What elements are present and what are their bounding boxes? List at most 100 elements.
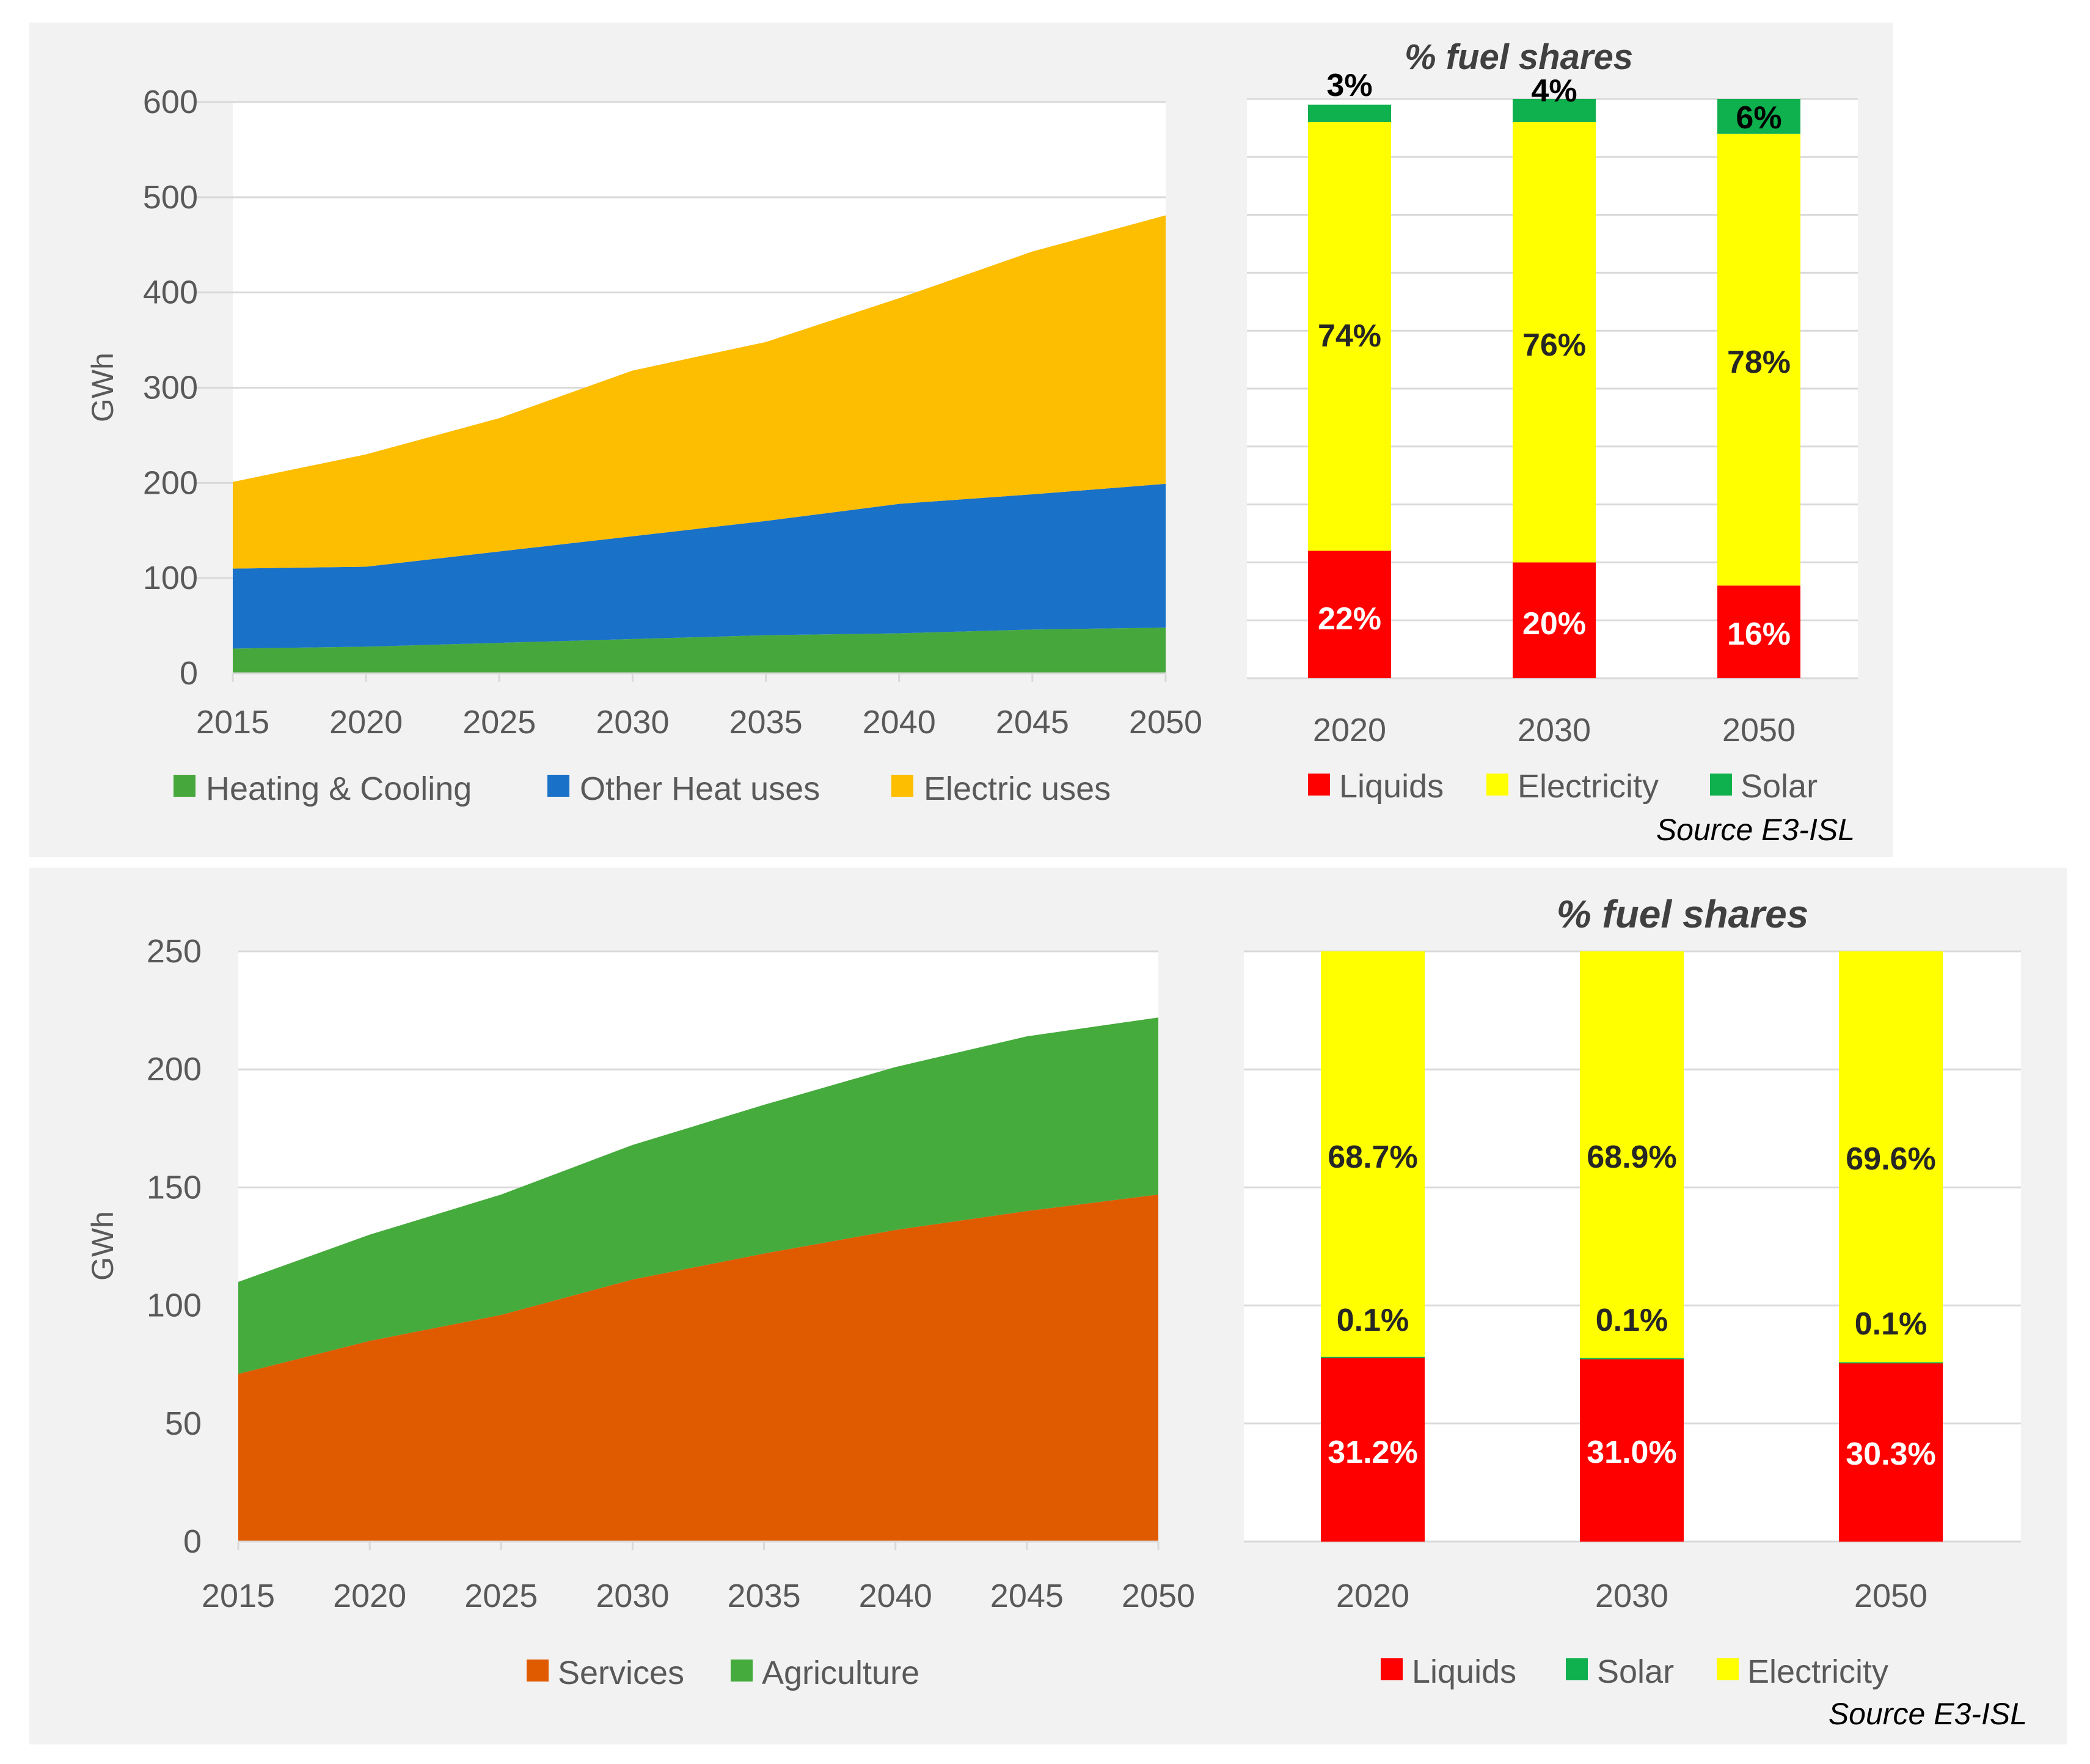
x-tick-label: 2015 [196, 704, 269, 741]
bar-segment-solar-2050 [1839, 1362, 1943, 1364]
x-tick-label: 2025 [462, 704, 536, 741]
data-label-solar-2030: 0.1% [1596, 1303, 1668, 1338]
top-bar-title: % fuel shares [1405, 37, 1633, 77]
legend-label-electricity: Electricity [1747, 1653, 1888, 1690]
bar-segment-electricity-2050 [1839, 951, 1943, 1363]
y-tick-label: 150 [147, 1169, 202, 1206]
bottom-bar-series [1321, 951, 1943, 1542]
legend-swatch-electricity [1717, 1658, 1739, 1680]
legend-item-electric-uses: Electric uses [891, 770, 1111, 807]
y-tick-label: 600 [143, 84, 198, 120]
top-bar-x-ticks: 2020 2030 2050 [1313, 712, 1796, 748]
data-label-liquids-2030: 31.0% [1587, 1435, 1676, 1470]
legend-label-other-heat: Other Heat uses [580, 770, 820, 807]
legend-label-electricity: Electricity [1518, 768, 1659, 805]
legend-swatch-agriculture [731, 1660, 753, 1682]
y-tick-label: 100 [147, 1287, 202, 1324]
x-tick-label: 2035 [728, 1578, 801, 1614]
bar-segment-liquids-2030 [1513, 562, 1596, 678]
data-label-electricity-2050: 78% [1727, 345, 1791, 380]
data-label-solar-2020: 3% [1326, 68, 1372, 103]
top-bar-chart: 22% 74% 3% 20% 76% 4% 16% 78% 6% 2020 2030 2050 % … [1247, 37, 1858, 847]
bottom-bar-legend: Liquids Solar Electricity [1381, 1653, 1888, 1690]
data-label-liquids-2020: 31.2% [1328, 1435, 1417, 1470]
data-label-solar-2020: 0.1% [1337, 1303, 1409, 1338]
legend-swatch-electric-uses [891, 775, 913, 797]
legend-item-heating-cooling: Heating & Cooling [174, 770, 472, 807]
data-label-liquids-2050: 30.3% [1846, 1436, 1935, 1472]
bottom-bar-data-labels: 31.2% 0.1% 68.7% 31.0% 0.1% 68.9% 30.3% 0.1% 69.… [1328, 1140, 1935, 1472]
x-category-label: 2030 [1518, 712, 1591, 748]
bottom-area-x-ticks: 2015 2020 2025 2030 2035 2040 2045 2050 [202, 1542, 1195, 1614]
bar-segment-liquids-2050 [1839, 1363, 1943, 1542]
legend-swatch-other-heat [547, 775, 569, 797]
area-series-services [238, 1194, 1158, 1542]
legend-item-services: Services [527, 1655, 684, 1691]
bar-segment-solar-2020 [1308, 104, 1391, 122]
legend-label-solar: Solar [1741, 768, 1818, 805]
data-label-liquids-2020: 22% [1318, 601, 1381, 637]
x-tick-label: 2030 [596, 704, 669, 741]
legend-item-agriculture: Agriculture [731, 1655, 919, 1691]
data-label-electricity-2050: 69.6% [1846, 1141, 1935, 1177]
x-category-label: 2020 [1313, 712, 1386, 748]
x-category-label: 2020 [1336, 1578, 1409, 1614]
bar-segment-electricity-2030 [1580, 951, 1684, 1358]
x-tick-label: 2020 [329, 704, 403, 741]
x-tick-label: 2020 [333, 1578, 406, 1614]
data-label-electricity-2030: 76% [1522, 328, 1586, 363]
bottom-area-legend: Services Agriculture [527, 1655, 919, 1691]
legend-label-electric-uses: Electric uses [924, 770, 1111, 807]
y-tick-label: 400 [143, 274, 198, 311]
data-label-solar-2050: 6% [1736, 100, 1781, 136]
top-area-x-ticks: 2015 2020 2025 2030 2035 2040 2045 2050 [196, 673, 1202, 741]
y-tick-label: 300 [143, 370, 198, 406]
legend-swatch-heating-cooling [174, 775, 195, 797]
y-tick-label: 0 [180, 655, 198, 692]
bar-segment-electricity-2020 [1321, 951, 1425, 1357]
top-area-chart: 0 100 200 300 400 500 600 2015 2020 2025 2030 2035… [86, 84, 1202, 807]
bottom-bar-chart: 31.2% 0.1% 68.7% 31.0% 0.1% 68.9% 30.3% 0.1% 69.… [1244, 892, 2027, 1731]
x-tick-label: 2050 [1129, 704, 1202, 741]
top-area-y-ticks: 0 100 200 300 400 500 600 [143, 84, 198, 692]
y-tick-label: 200 [143, 464, 198, 501]
top-bar-legend: Liquids Electricity Solar [1308, 768, 1818, 805]
bar-segment-solar-2050 [1717, 99, 1800, 134]
x-tick-label: 2045 [996, 704, 1069, 741]
bar-segment-liquids-2020 [1321, 1357, 1425, 1542]
bottom-source-note: Source E3-ISL [1829, 1697, 2027, 1731]
legend-swatch-solar [1566, 1658, 1588, 1680]
bar-segment-liquids-2030 [1580, 1358, 1684, 1542]
x-category-label: 2050 [1722, 712, 1796, 748]
data-label-liquids-2050: 16% [1727, 617, 1791, 652]
legend-item-liquids-bottom: Liquids [1381, 1653, 1516, 1690]
legend-label-agriculture: Agriculture [762, 1655, 919, 1691]
bottom-area-chart: 0 50 100 150 200 250 2015 2020 2025 2030 2035 2040… [86, 933, 1195, 1691]
legend-label-services: Services [558, 1655, 684, 1691]
x-tick-label: 2015 [202, 1578, 275, 1614]
y-tick-label: 500 [143, 179, 198, 216]
x-tick-label: 2040 [863, 704, 936, 741]
legend-label-liquids: Liquids [1412, 1653, 1516, 1690]
data-label-electricity-2030: 68.9% [1587, 1140, 1676, 1175]
legend-swatch-services [527, 1660, 549, 1682]
top-area-y-axis-label: GWh [86, 353, 120, 422]
bar-segment-electricity-2050 [1717, 133, 1800, 586]
legend-label-liquids: Liquids [1339, 768, 1444, 805]
top-area-series [233, 215, 1166, 675]
x-tick-label: 2040 [859, 1578, 932, 1614]
legend-swatch-liquids [1381, 1658, 1403, 1680]
legend-item-liquids: Liquids [1308, 768, 1444, 805]
area-series-other-heat-uses [233, 483, 1166, 649]
y-tick-label: 50 [165, 1405, 202, 1442]
bar-segment-liquids-2050 [1717, 585, 1800, 678]
legend-item-electricity: Electricity [1486, 768, 1659, 805]
area-series-heating-cooling [233, 628, 1166, 673]
bottom-bar-title: % fuel shares [1557, 892, 1809, 936]
y-tick-label: 0 [183, 1523, 202, 1560]
top-area-legend: Heating & Cooling Other Heat uses Electr… [174, 770, 1111, 807]
area-series-agriculture [238, 1017, 1158, 1374]
y-tick-label: 250 [147, 933, 202, 970]
area-series-electric-uses [233, 215, 1166, 569]
